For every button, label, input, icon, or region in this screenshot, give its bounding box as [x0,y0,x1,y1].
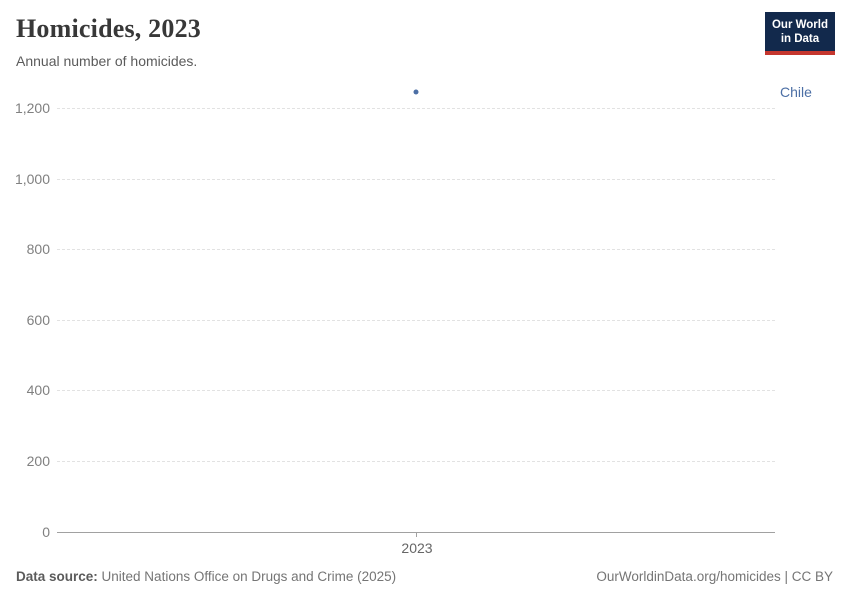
gridline [57,390,775,392]
owid-logo-line2: in Data [780,33,820,46]
owid-logo-line1: Our World [771,19,828,31]
gridline [57,249,775,251]
y-tick-label: 600 [26,311,50,328]
owid-logo[interactable]: Our World in Data [764,12,835,55]
data-point[interactable] [413,89,419,95]
data-source-text: United Nations Office on Drugs and Crime… [97,569,397,584]
y-tick-label: 400 [26,382,50,399]
entity-label[interactable]: Chile [780,84,812,101]
data-source-note: Data source: United Nations Office on Dr… [16,568,396,586]
chart-footer: Data source: United Nations Office on Dr… [16,568,833,586]
y-tick-label: 0 [42,523,50,540]
x-tick-label: 2023 [401,539,433,556]
gridline [57,460,775,462]
y-tick-label: 800 [26,241,50,258]
y-tick-label: 1,000 [14,170,50,187]
gridline [57,108,775,109]
y-tick-label: 200 [26,452,50,469]
y-tick-label: 1,200 [14,100,50,116]
x-tick-mark [416,531,417,537]
chart-subtitle: Annual number of homicides. [16,53,198,69]
page-title: Homicides, 2023 [16,14,201,43]
gridline [57,178,775,180]
gridline [57,319,775,321]
footer-license-link[interactable]: OurWorldinData.org/homicides | CC BY [596,569,833,584]
data-source-label: Data source: [16,569,98,584]
